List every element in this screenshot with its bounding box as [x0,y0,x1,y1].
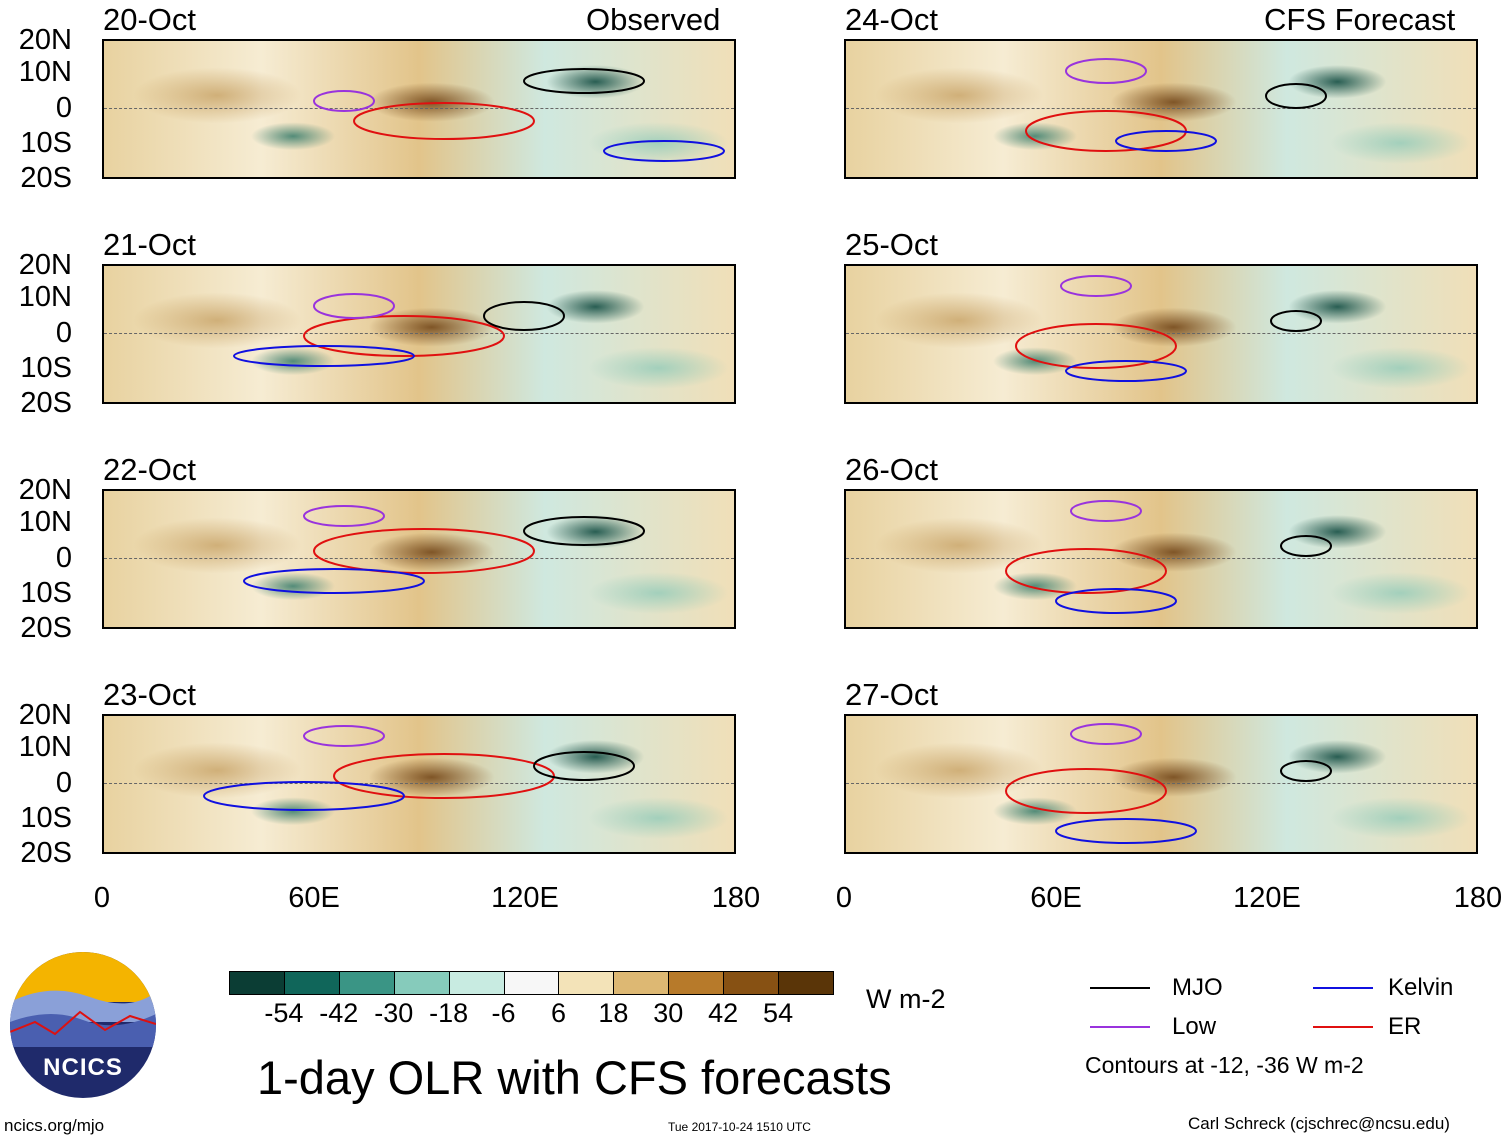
lon-label: 120E [491,882,559,914]
colorbar-segment [723,971,780,995]
colorbar-tick: -30 [374,998,414,1028]
lat-label: 10S [20,352,72,384]
lon-label: 60E [1030,882,1082,914]
lat-label: 20S [20,612,72,644]
panel-date-20-oct: 20-Oct [103,2,197,37]
contours [243,505,645,594]
legend-line-er [1313,1026,1373,1028]
lat-label: 20S [20,162,72,194]
colorbar-tick: 54 [763,998,794,1028]
lat-label: 20N [18,474,72,506]
panel-date-24-oct: 24-Oct [845,2,939,37]
colorbar-segment [558,971,615,995]
lat-label: 10N [18,731,72,763]
lat-label: 10N [18,506,72,538]
contours [1015,275,1322,382]
colorbar-segment [613,971,670,995]
contours [1005,723,1332,844]
footer-url[interactable]: ncics.org/mjo [4,1116,105,1135]
logo-text: NCICS [43,1054,123,1081]
colorbar-tick: -6 [491,998,516,1028]
lat-label: 20N [18,24,72,56]
panel-date-25-oct: 25-Oct [845,227,939,262]
lat-label: 10N [18,281,72,313]
legend-note: Contours at -12, -36 W m-2 [1085,1052,1364,1078]
colorbar-segment [393,971,450,995]
figure-title: 1-day OLR with CFS forecasts [257,1051,892,1104]
lat-label: 10S [20,577,72,609]
legend-line-low [1090,1026,1150,1028]
colorbar-tick: 42 [708,998,739,1028]
footer-timestamp: Tue 2017-10-24 1510 UTC [668,1120,811,1134]
lon-label: 120E [1233,882,1301,914]
lon-label: 0 [93,882,111,914]
lat-label: 0 [55,92,72,124]
colorbar-segment [338,971,395,995]
colorbar-tick: -18 [429,998,469,1028]
colorbar-tick: 6 [550,998,566,1028]
lat-label: 10N [18,56,72,88]
lat-label: 10S [20,802,72,834]
map-panel-forecast-25-oct [844,264,1478,404]
lon-label: 180 [1453,882,1503,914]
lon-label: 0 [835,882,853,914]
ncics-logo: NCICS [10,952,156,1098]
contours [203,725,635,811]
lat-label: 20N [18,699,72,731]
map-panel-forecast-27-oct [844,714,1478,854]
legend-label-low: Low [1172,1013,1217,1040]
lat-label: 0 [55,317,72,349]
colorbar-tick: -54 [264,998,304,1028]
panel-date-22-oct: 22-Oct [103,452,197,487]
lat-label: 20N [18,249,72,281]
legend-line-mjo [1090,987,1150,989]
colorbar-tick: 18 [598,998,629,1028]
lon-label: 60E [288,882,340,914]
legend-label-er: ER [1388,1013,1422,1040]
map-panel-observed-21-oct [102,264,736,404]
legend-line-kelvin [1313,987,1373,989]
map-panel-observed-20-oct [102,39,736,179]
lat-label: 10S [20,127,72,159]
legend-label-kelvin: Kelvin [1388,974,1454,1001]
legend-label-mjo: MJO [1172,974,1223,1001]
colorbar-tick: -42 [319,998,359,1028]
observed-header: Observed [586,2,721,37]
colorbar-segment [448,971,505,995]
contours [233,293,565,367]
panel-date-27-oct: 27-Oct [845,677,939,712]
forecast-header: CFS Forecast [1264,2,1456,37]
contours [313,68,725,162]
panel-date-21-oct: 21-Oct [103,227,197,262]
colorbar-segment [503,971,560,995]
map-panel-observed-22-oct [102,489,736,629]
panel-date-26-oct: 26-Oct [845,452,939,487]
colorbar-segment [283,971,340,995]
lon-label: 180 [711,882,761,914]
contours [1005,500,1332,614]
colorbar-tick: 30 [653,998,684,1028]
map-panel-forecast-24-oct [844,39,1478,179]
panel-date-23-oct: 23-Oct [103,677,197,712]
lat-label: 20S [20,387,72,419]
lat-label: 0 [55,542,72,574]
map-panel-forecast-26-oct [844,489,1478,629]
footer-credit: Carl Schreck (cjschrec@ncsu.edu) [1188,1114,1450,1133]
map-panel-observed-23-oct [102,714,736,854]
colorbar-segment [778,971,834,995]
colorbar-segment [668,971,725,995]
colorbar-unit: W m-2 [866,984,946,1014]
lat-label: 20S [20,837,72,869]
contours [1025,58,1327,152]
lat-label: 0 [55,767,72,799]
colorbar-segment [229,971,285,995]
